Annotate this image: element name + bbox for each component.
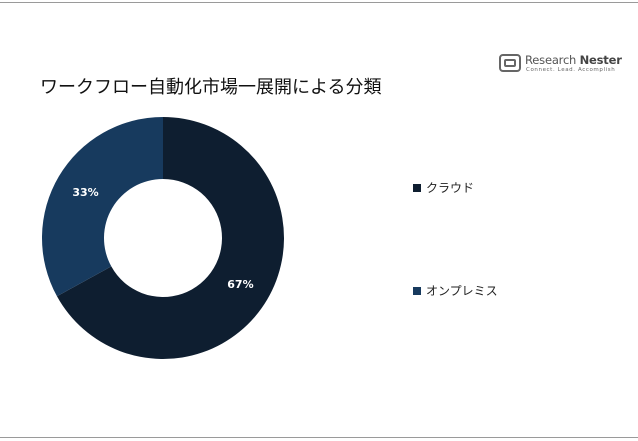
legend-swatch-cloud [413, 184, 421, 192]
data-label-on-premise: 33% [72, 186, 98, 199]
bottom-rule [0, 437, 638, 438]
logo-name-part1: Research [525, 53, 577, 67]
legend-label-cloud: クラウド [426, 181, 475, 195]
donut-slice-on-premise [41, 117, 164, 297]
legend-swatch-on-premise [413, 287, 421, 295]
research-nester-logo: Research Nester Connect. Lead. Accomplis… [499, 52, 634, 76]
legend-item-cloud: クラウド [413, 179, 474, 196]
legend-label-on-premise: オンプレミス [426, 284, 498, 298]
data-label-cloud: 67% [227, 278, 253, 291]
logo-mark-icon [499, 54, 521, 72]
donut-slice-cloud [56, 117, 285, 359]
top-rule [0, 2, 638, 3]
logo-tagline: Connect. Lead. Accomplish [526, 67, 616, 73]
chart-title: ワークフロー自動化市場一展開による分類 [40, 77, 382, 98]
logo-name: Research Nester [525, 53, 622, 67]
legend-item-on-premise: オンプレミス [413, 282, 498, 299]
logo-name-part2: Nester [579, 53, 622, 67]
